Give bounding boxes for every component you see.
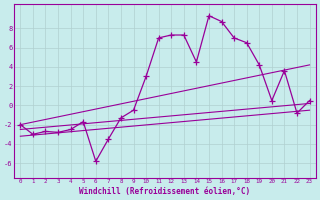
X-axis label: Windchill (Refroidissement éolien,°C): Windchill (Refroidissement éolien,°C) — [79, 187, 251, 196]
